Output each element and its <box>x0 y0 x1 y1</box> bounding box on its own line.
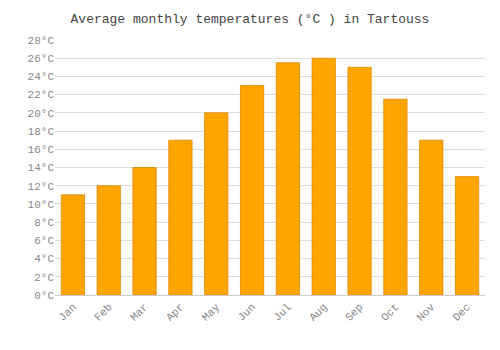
svg-text:Sep: Sep <box>343 301 365 323</box>
svg-text:12°C: 12°C <box>28 181 55 193</box>
svg-text:24°C: 24°C <box>28 71 55 83</box>
svg-text:20°C: 20°C <box>28 108 55 120</box>
svg-text:28°C: 28°C <box>28 35 55 47</box>
svg-text:Nov: Nov <box>415 301 438 324</box>
svg-text:26°C: 26°C <box>28 53 55 65</box>
svg-text:Aug: Aug <box>307 301 329 323</box>
svg-text:4°C: 4°C <box>34 253 54 265</box>
svg-text:22°C: 22°C <box>28 89 55 101</box>
svg-text:Apr: Apr <box>164 301 186 323</box>
svg-text:10°C: 10°C <box>28 199 55 211</box>
svg-text:2°C: 2°C <box>34 272 54 284</box>
svg-text:0°C: 0°C <box>34 290 54 302</box>
svg-text:May: May <box>200 301 223 324</box>
svg-text:Average monthly temperatures (: Average monthly temperatures (°C ) in Ta… <box>71 12 430 27</box>
svg-text:14°C: 14°C <box>28 162 55 174</box>
svg-text:18°C: 18°C <box>28 126 55 138</box>
svg-text:Jun: Jun <box>236 301 258 323</box>
svg-text:Dec: Dec <box>451 301 473 323</box>
svg-text:Jan: Jan <box>56 301 78 323</box>
svg-text:6°C: 6°C <box>34 235 54 247</box>
svg-text:Mar: Mar <box>128 301 150 323</box>
svg-text:8°C: 8°C <box>34 217 54 229</box>
svg-text:Oct: Oct <box>379 301 401 323</box>
svg-text:16°C: 16°C <box>28 144 55 156</box>
svg-text:Feb: Feb <box>92 301 114 323</box>
svg-text:Jul: Jul <box>271 301 293 323</box>
